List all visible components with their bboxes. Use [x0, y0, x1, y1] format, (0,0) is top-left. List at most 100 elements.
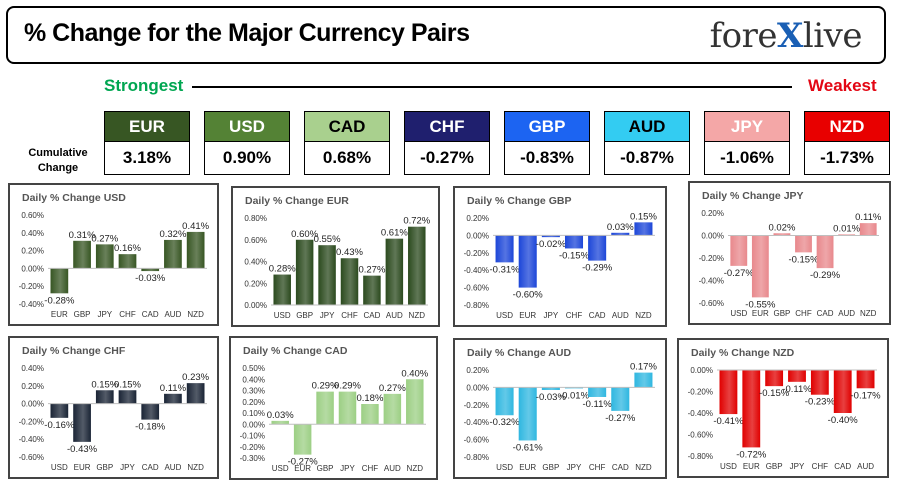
data-label: -0.15% [559, 250, 590, 261]
currency-box-chf: CHF -0.27% [404, 111, 490, 175]
bar-usd [50, 403, 69, 418]
y-tick-label: 0.10% [242, 409, 265, 418]
y-tick-label: -0.20% [19, 282, 44, 291]
bar-usd [730, 235, 748, 266]
data-label: 0.17% [630, 362, 657, 373]
strongest-label: Strongest [104, 76, 184, 95]
chart-panel-gbp: Daily % Change GBP 0.20% 0.00% -0.20% -0.40%… [453, 186, 667, 327]
chart-panel-cad: Daily % Change CAD 0.50% 0.40% 0.30% 0.20% 0.… [229, 336, 438, 480]
y-tick-label: -0.20% [19, 417, 44, 426]
bar-gbp [73, 240, 91, 269]
y-tick-label: 0.20% [21, 382, 44, 391]
currency-box-gbp: GBP -0.83% [504, 111, 590, 175]
bar-gbp [773, 233, 791, 236]
chart-panel-chf: Daily % Change CHF 0.40% 0.20% 0.00% -0.20% -… [8, 336, 219, 479]
bar-gbp [295, 239, 314, 305]
bar-chart: Daily % Change CAD0.50%0.40%0.30%0.20%0.… [240, 345, 429, 473]
bar-nzd [634, 222, 653, 236]
y-tick-label: 0.60% [244, 236, 267, 245]
y-tick-label: -0.40% [688, 409, 713, 418]
bar-chf [340, 258, 359, 305]
x-tick-label: CAD [834, 462, 851, 471]
x-tick-label: CHF [795, 309, 812, 318]
bar-aud [164, 239, 182, 269]
x-tick-label: CHF [119, 310, 136, 319]
bar-aud [164, 393, 182, 404]
x-tick-label: EUR [74, 463, 91, 472]
y-tick-label: 0.20% [466, 366, 489, 375]
bar-nzd [634, 372, 653, 388]
y-tick-label: -0.30% [240, 454, 265, 463]
bar-usd [495, 387, 514, 416]
cumulative-value: -0.83% [504, 142, 590, 175]
bar-usd [271, 420, 289, 425]
x-tick-label: EUR [519, 463, 536, 472]
data-label: 0.72% [403, 216, 430, 227]
bar-eur [518, 235, 537, 288]
data-label: -0.72% [736, 449, 767, 460]
bar-jpy [318, 245, 336, 305]
data-label: -0.27% [605, 413, 636, 424]
x-tick-label: JPY [320, 311, 335, 320]
data-label: -0.03% [135, 273, 166, 284]
currency-box-usd: USD 0.90% [204, 111, 290, 175]
chart-panel-eur: Daily % Change EUR 0.80% 0.60% 0.40% 0.20% 0.… [231, 186, 440, 327]
x-tick-label: EUR [752, 309, 769, 318]
y-tick-label: -0.80% [464, 301, 489, 310]
data-label: 0.60% [291, 229, 318, 240]
currency-box-jpy: JPY -1.06% [704, 111, 790, 175]
bar-gbp [95, 390, 114, 404]
bar-aud [856, 370, 875, 389]
data-label: -0.18% [135, 422, 166, 433]
data-label: 0.27% [91, 233, 118, 244]
bar-chf [564, 235, 584, 249]
bar-cad [611, 387, 630, 411]
y-tick-label: 0.20% [242, 398, 265, 407]
currency-code: AUD [604, 111, 690, 142]
forexlive-logo: foreXlive [709, 16, 863, 56]
bar-cad [833, 370, 852, 413]
currency-code: CHF [404, 111, 490, 142]
bar-jpy [788, 370, 806, 382]
cumulative-value: -0.27% [404, 142, 490, 175]
x-tick-label: CAD [817, 309, 834, 318]
currency-code: EUR [104, 111, 190, 142]
bar-jpy [95, 244, 114, 269]
x-tick-label: EUR [51, 310, 68, 319]
data-label: -0.15% [759, 388, 790, 399]
chart-panel-usd: Daily % Change USD 0.60% 0.40% 0.20% 0.00% -0… [8, 183, 219, 326]
data-label: -0.01% [559, 390, 590, 401]
y-tick-label: 0.20% [21, 247, 44, 256]
bar-cad [816, 235, 834, 269]
cumulative-value: -1.06% [704, 142, 790, 175]
chart-title: Daily % Change EUR [245, 195, 349, 207]
x-tick-label: CHF [341, 311, 358, 320]
data-label: -0.02% [536, 239, 567, 250]
x-tick-label: JPY [120, 463, 135, 472]
y-tick-label: 0.40% [21, 364, 44, 373]
x-tick-label: GBP [296, 311, 313, 320]
data-label: 0.27% [379, 383, 406, 394]
data-label: 0.16% [114, 243, 141, 254]
chart-title: Daily % Change CAD [243, 345, 348, 357]
chart-title: Daily % Change USD [22, 192, 126, 204]
x-tick-label: USD [720, 462, 737, 471]
bar-chart: Daily % Change EUR0.80%0.60%0.40%0.20%0.… [244, 195, 430, 320]
chart-title: Daily % Change GBP [467, 195, 571, 207]
bar-gbp [316, 391, 334, 425]
data-label: -0.16% [44, 420, 75, 431]
data-label: -0.55% [745, 299, 776, 310]
y-tick-label: 0.00% [690, 366, 713, 375]
x-tick-label: USD [272, 464, 289, 473]
x-tick-label: JPY [790, 462, 805, 471]
y-tick-label: -0.80% [464, 453, 489, 462]
data-label: -0.28% [44, 295, 75, 306]
bar-chart: Daily % Change AUD 0.20% 0.00% -0.20% -0.40%… [464, 347, 658, 472]
y-tick-label: 0.00% [21, 264, 44, 273]
bar-eur [518, 387, 537, 441]
page-title: % Change for the Major Currency Pairs [24, 19, 470, 47]
y-tick-label: 0.00% [466, 383, 489, 392]
y-tick-label: 0.00% [466, 231, 489, 240]
currency-box-aud: AUD -0.87% [604, 111, 690, 175]
y-tick-label: 0.20% [466, 214, 489, 223]
